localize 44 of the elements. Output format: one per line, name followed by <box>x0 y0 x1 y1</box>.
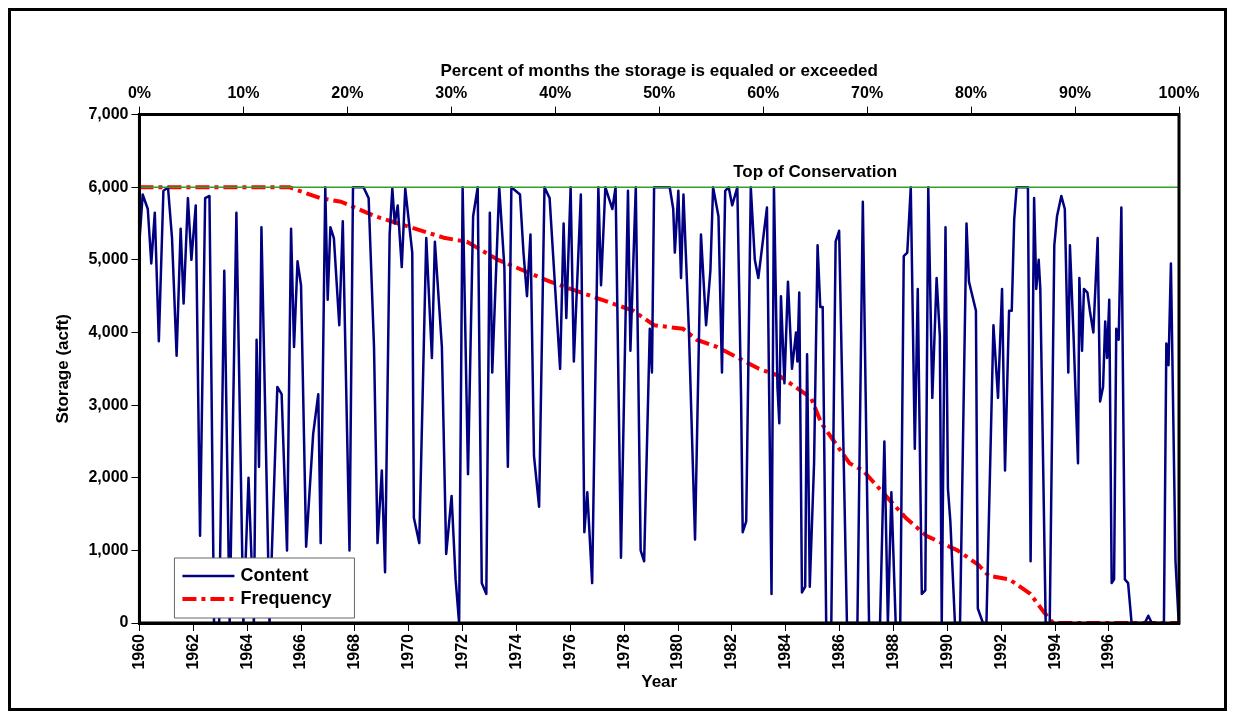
legend-label: Frequency <box>240 587 332 608</box>
x-tick-label: 1994 <box>1045 633 1063 670</box>
y-tick-label: 4,000 <box>88 322 129 340</box>
x-tick-label: 1960 <box>129 633 147 670</box>
x2-axis-title: Percent of months the storage is equaled or exceeded <box>440 60 878 80</box>
y-axis-title: Storage (acft) <box>52 314 72 424</box>
y-tick-label: 3,000 <box>88 395 129 413</box>
x2-tick-label: 70% <box>851 84 884 102</box>
x2-tick-label: 100% <box>1158 84 1200 102</box>
x2-tick-label: 80% <box>955 84 988 102</box>
y-tick-label: 6,000 <box>88 177 129 195</box>
x-tick-label: 1974 <box>506 633 524 670</box>
x-tick-label: 1986 <box>830 633 848 670</box>
x-axis-title: Year <box>641 672 678 692</box>
x-tick-label: 1982 <box>722 633 740 670</box>
x-tick-label: 1990 <box>937 633 955 670</box>
x-tick-label: 1970 <box>399 633 417 670</box>
y-tick-label: 5,000 <box>88 250 129 268</box>
x2-tick-label: 60% <box>747 84 780 102</box>
y-tick-label: 2,000 <box>88 468 129 486</box>
x-tick-label: 1972 <box>453 633 471 670</box>
x2-tick-label: 10% <box>227 84 260 102</box>
x2-tick-label: 20% <box>331 84 364 102</box>
y-tick-label: 1,000 <box>88 540 129 558</box>
x-tick-label: 1980 <box>668 633 686 670</box>
x2-tick-label: 90% <box>1059 84 1092 102</box>
y-tick-label: 7,000 <box>88 105 129 123</box>
x-tick-label: 1962 <box>183 633 201 670</box>
x-tick-label: 1988 <box>883 633 901 670</box>
x2-tick-label: 0% <box>127 84 151 102</box>
x-tick-label: 1966 <box>291 633 309 670</box>
ref-line-label: Top of Conservation <box>733 162 898 182</box>
x-tick-label: 1984 <box>776 633 794 670</box>
x-tick-label: 1996 <box>1099 633 1117 670</box>
x2-tick-label: 30% <box>435 84 468 102</box>
x-tick-label: 1978 <box>614 633 632 670</box>
x-tick-label: 1992 <box>991 633 1009 670</box>
x-tick-label: 1976 <box>560 633 578 670</box>
x2-tick-label: 40% <box>539 84 572 102</box>
x-tick-label: 1968 <box>345 633 363 670</box>
x2-tick-label: 50% <box>643 84 676 102</box>
legend-label: Content <box>240 564 309 585</box>
x-tick-label: 1964 <box>237 633 255 670</box>
y-tick-label: 0 <box>119 613 129 631</box>
